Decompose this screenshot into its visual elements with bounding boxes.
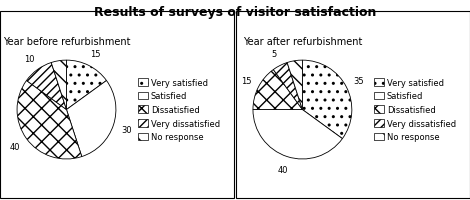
- Text: 10: 10: [24, 55, 35, 64]
- Wedge shape: [66, 61, 107, 110]
- Text: 15: 15: [241, 77, 251, 86]
- Wedge shape: [274, 63, 302, 110]
- Text: 15: 15: [90, 49, 101, 58]
- Wedge shape: [26, 63, 66, 110]
- Legend: Very satisfied, Satisfied, Dissatisfied, Very dissatisfied, No response: Very satisfied, Satisfied, Dissatisfied,…: [135, 76, 223, 144]
- Text: 5: 5: [0, 199, 1, 200]
- Text: 30: 30: [121, 125, 132, 134]
- Wedge shape: [253, 70, 302, 110]
- Wedge shape: [287, 61, 302, 110]
- Text: 5: 5: [0, 199, 1, 200]
- Text: 40: 40: [10, 143, 21, 151]
- Title: Year after refurbishment: Year after refurbishment: [243, 36, 362, 46]
- Wedge shape: [17, 81, 82, 159]
- Text: 5: 5: [271, 49, 276, 58]
- Wedge shape: [253, 110, 342, 159]
- Text: 35: 35: [353, 77, 364, 86]
- Title: Year before refurbishment: Year before refurbishment: [3, 36, 130, 46]
- Wedge shape: [66, 81, 116, 157]
- Text: 40: 40: [278, 165, 288, 174]
- Text: Results of surveys of visitor satisfaction: Results of surveys of visitor satisfacti…: [94, 6, 376, 19]
- Legend: Very satisfied, Satisfied, Dissatisfied, Very dissatisfied, No response: Very satisfied, Satisfied, Dissatisfied,…: [371, 76, 458, 144]
- Wedge shape: [302, 61, 352, 139]
- Wedge shape: [51, 61, 66, 110]
